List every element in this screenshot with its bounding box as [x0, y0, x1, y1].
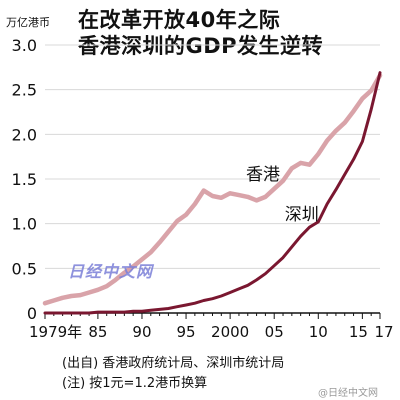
series-label-shenzhen: 深圳	[285, 205, 319, 225]
source-note: (出自) 香港政府统计局、深圳市统计局	[62, 356, 285, 371]
chart-title-line2: 香港深圳的GDP发生逆转	[78, 34, 324, 58]
x-tick-label: 15	[349, 323, 368, 341]
x-tick-label: 10	[309, 323, 328, 341]
y-axis-unit-label: 万亿港币	[6, 16, 50, 29]
x-tick-label: 17	[374, 323, 393, 341]
x-tick-label: 95	[177, 323, 196, 341]
x-tick-label: 2000	[211, 323, 249, 341]
series-label-hongkong: 香港	[246, 165, 280, 185]
x-tick-label: 90	[132, 323, 151, 341]
corner-watermark: @日经中文网	[318, 388, 378, 399]
y-tick-label: 3.0	[12, 36, 37, 55]
x-tick-label: 85	[88, 323, 107, 341]
exchange-rate-note: (注) 按1元=1.2港币换算	[62, 376, 208, 391]
y-tick-label: 0	[27, 304, 37, 323]
y-tick-label: 1.0	[12, 215, 37, 234]
y-tick-label: 2.0	[12, 125, 37, 144]
y-tick-label: 2.5	[12, 81, 37, 100]
y-tick-label: 1.5	[12, 170, 37, 189]
y-tick-label: 0.5	[12, 259, 37, 278]
watermark-text: 日经中文网	[68, 262, 154, 281]
series-line-shenzhen	[43, 71, 382, 315]
series-line-hongkong	[42, 73, 383, 306]
chart-title-line1: 在改革开放40年之际	[78, 8, 281, 32]
x-tick-label: 1979年	[29, 323, 82, 341]
x-tick-label: 05	[265, 323, 284, 341]
